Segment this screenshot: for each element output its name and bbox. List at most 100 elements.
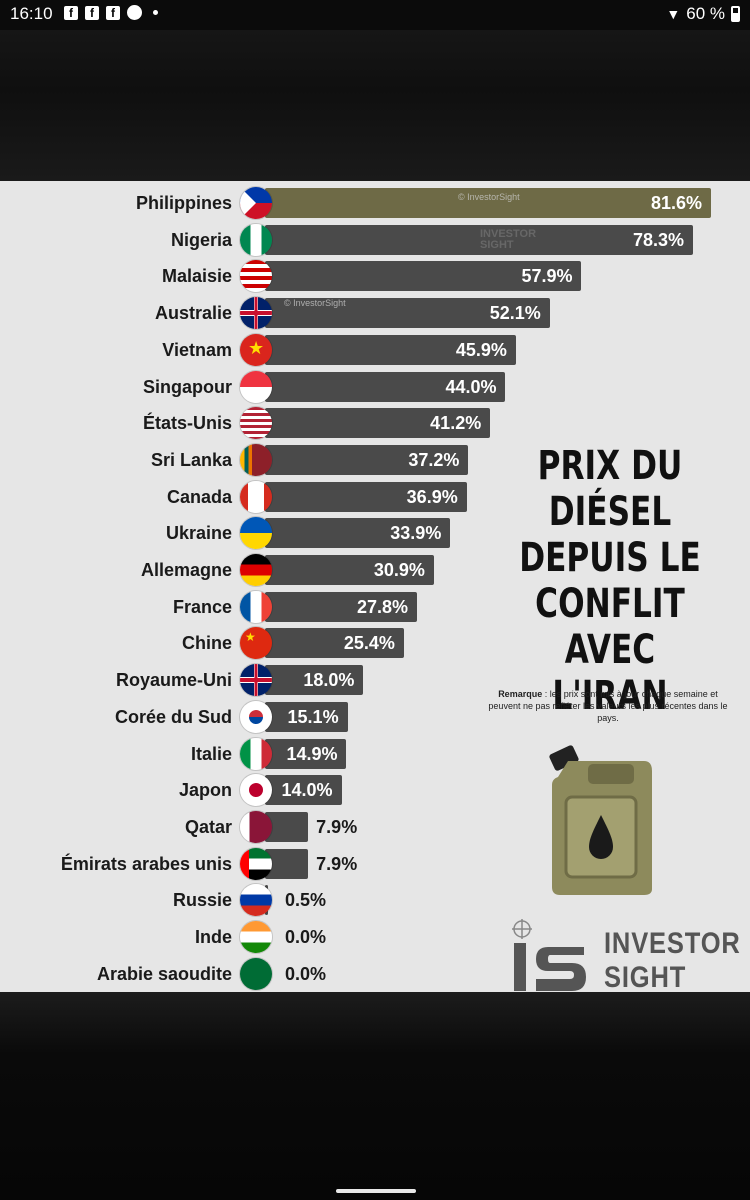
brand-line: INVESTOR	[604, 927, 741, 961]
flag-icon	[240, 371, 272, 403]
value-label: 33.9%	[390, 516, 441, 550]
value-label: 81.6%	[651, 186, 702, 220]
status-time: 16:10	[10, 4, 53, 24]
value-label: 18.0%	[303, 663, 354, 697]
value-label: 44.0%	[445, 370, 496, 404]
value-label: 14.0%	[282, 773, 333, 807]
remark-note: Remarque : les prix sont mis à jour chaq…	[488, 688, 728, 724]
category-label: Japon	[0, 773, 232, 807]
flag-icon	[240, 407, 272, 439]
remark-label: Remarque	[498, 689, 542, 699]
category-label: Royaume-Uni	[0, 663, 232, 697]
category-label: Canada	[0, 480, 232, 514]
jerrycan-icon	[548, 739, 658, 899]
value-label: 7.9%	[316, 810, 357, 844]
value-label: 15.1%	[288, 700, 339, 734]
category-label: Chine	[0, 626, 232, 660]
category-label: Singapour	[0, 370, 232, 404]
notification-icons: f f f	[64, 5, 158, 20]
value-label: 52.1%	[490, 296, 541, 330]
battery-percent: 60 %	[686, 4, 725, 24]
watermark-copyright: © InvestorSight	[458, 192, 520, 202]
value-label: 78.3%	[633, 223, 684, 257]
brand-line: SIGHT	[604, 961, 741, 992]
flag-icon	[240, 848, 272, 880]
flag-icon	[240, 774, 272, 806]
chart-row-singapour: Singapour 44.0%	[0, 370, 750, 404]
category-label: Corée du Sud	[0, 700, 232, 734]
chart-row-malaisie: Malaisie 57.9%	[0, 259, 750, 293]
category-label: Philippines	[0, 186, 232, 220]
image-top-margin	[0, 30, 750, 181]
value-label: 0.5%	[285, 883, 326, 917]
category-label: Sri Lanka	[0, 443, 232, 477]
value-label: 25.4%	[344, 626, 395, 660]
value-label: 7.9%	[316, 847, 357, 881]
status-bar: 16:10 f f f ▼ 60 %	[0, 0, 750, 30]
facebook-icon: f	[64, 6, 78, 20]
category-label: Malaisie	[0, 259, 232, 293]
flag-icon	[240, 187, 272, 219]
flag-icon: ★	[240, 334, 272, 366]
system-icons: ▼ 60 %	[666, 4, 740, 24]
category-label: Arabie saoudite	[0, 957, 232, 991]
bar	[265, 225, 693, 255]
value-label: 41.2%	[430, 406, 481, 440]
image-bottom-margin	[0, 992, 750, 1200]
chart-row-etats-unis: États-Unis 41.2%	[0, 406, 750, 440]
category-label: Allemagne	[0, 553, 232, 587]
watermark-copyright: © InvestorSight	[284, 298, 346, 308]
category-label: Émirats arabes unis	[0, 847, 232, 881]
flag-icon	[240, 811, 272, 843]
category-label: Nigeria	[0, 223, 232, 257]
watermark-brand: INVESTOR SIGHT	[480, 229, 536, 251]
flag-icon	[240, 738, 272, 770]
value-label: 30.9%	[374, 553, 425, 587]
wifi-icon: ▼	[666, 6, 680, 22]
chart-row-australie: Australie 52.1%	[0, 296, 750, 330]
value-label: 0.0%	[285, 920, 326, 954]
more-notifications-icon	[153, 10, 158, 15]
category-label: France	[0, 590, 232, 624]
flag-icon	[240, 481, 272, 513]
category-label: Inde	[0, 920, 232, 954]
headline-line: CONFLIT	[509, 581, 712, 627]
value-label: 0.0%	[285, 957, 326, 991]
messenger-icon	[127, 5, 142, 20]
headline-line: DIÉSEL	[509, 489, 712, 535]
value-label: 14.9%	[286, 737, 337, 771]
category-label: Ukraine	[0, 516, 232, 550]
chart-row-philippines: Philippines 81.6%	[0, 186, 750, 220]
infographic-panel: Philippines 81.6% Nigeria 78.3% Malaisie 57.9…	[0, 181, 750, 992]
watermark-brand-line: SIGHT	[480, 240, 536, 251]
value-label: 27.8%	[357, 590, 408, 624]
category-label: Russie	[0, 883, 232, 917]
flag-icon	[240, 554, 272, 586]
flag-icon	[240, 591, 272, 623]
headline-line: DEPUIS LE	[509, 535, 712, 581]
facebook-icon: f	[85, 6, 99, 20]
category-label: États-Unis	[0, 406, 232, 440]
headline: PRIX DU DIÉSEL DEPUIS LE CONFLIT AVEC L'…	[509, 443, 712, 719]
headline-line: PRIX DU	[509, 443, 712, 489]
value-label: 45.9%	[456, 333, 507, 367]
flag-icon	[240, 224, 272, 256]
category-label: Vietnam	[0, 333, 232, 367]
investorsight-logo-text: INVESTOR SIGHT	[604, 927, 741, 992]
investorsight-logo-icon	[508, 919, 594, 992]
flag-icon	[240, 664, 272, 696]
facebook-icon: f	[106, 6, 120, 20]
category-label: Australie	[0, 296, 232, 330]
flag-icon	[240, 297, 272, 329]
category-label: Italie	[0, 737, 232, 771]
value-label: 57.9%	[521, 259, 572, 293]
flag-icon	[240, 444, 272, 476]
category-label: Qatar	[0, 810, 232, 844]
value-label: 36.9%	[407, 480, 458, 514]
chart-row-nigeria: Nigeria 78.3%	[0, 223, 750, 257]
battery-icon	[731, 6, 740, 22]
value-label: 37.2%	[408, 443, 459, 477]
flag-icon	[240, 921, 272, 953]
gesture-nav-bar[interactable]	[336, 1189, 416, 1193]
flag-icon	[240, 701, 272, 733]
